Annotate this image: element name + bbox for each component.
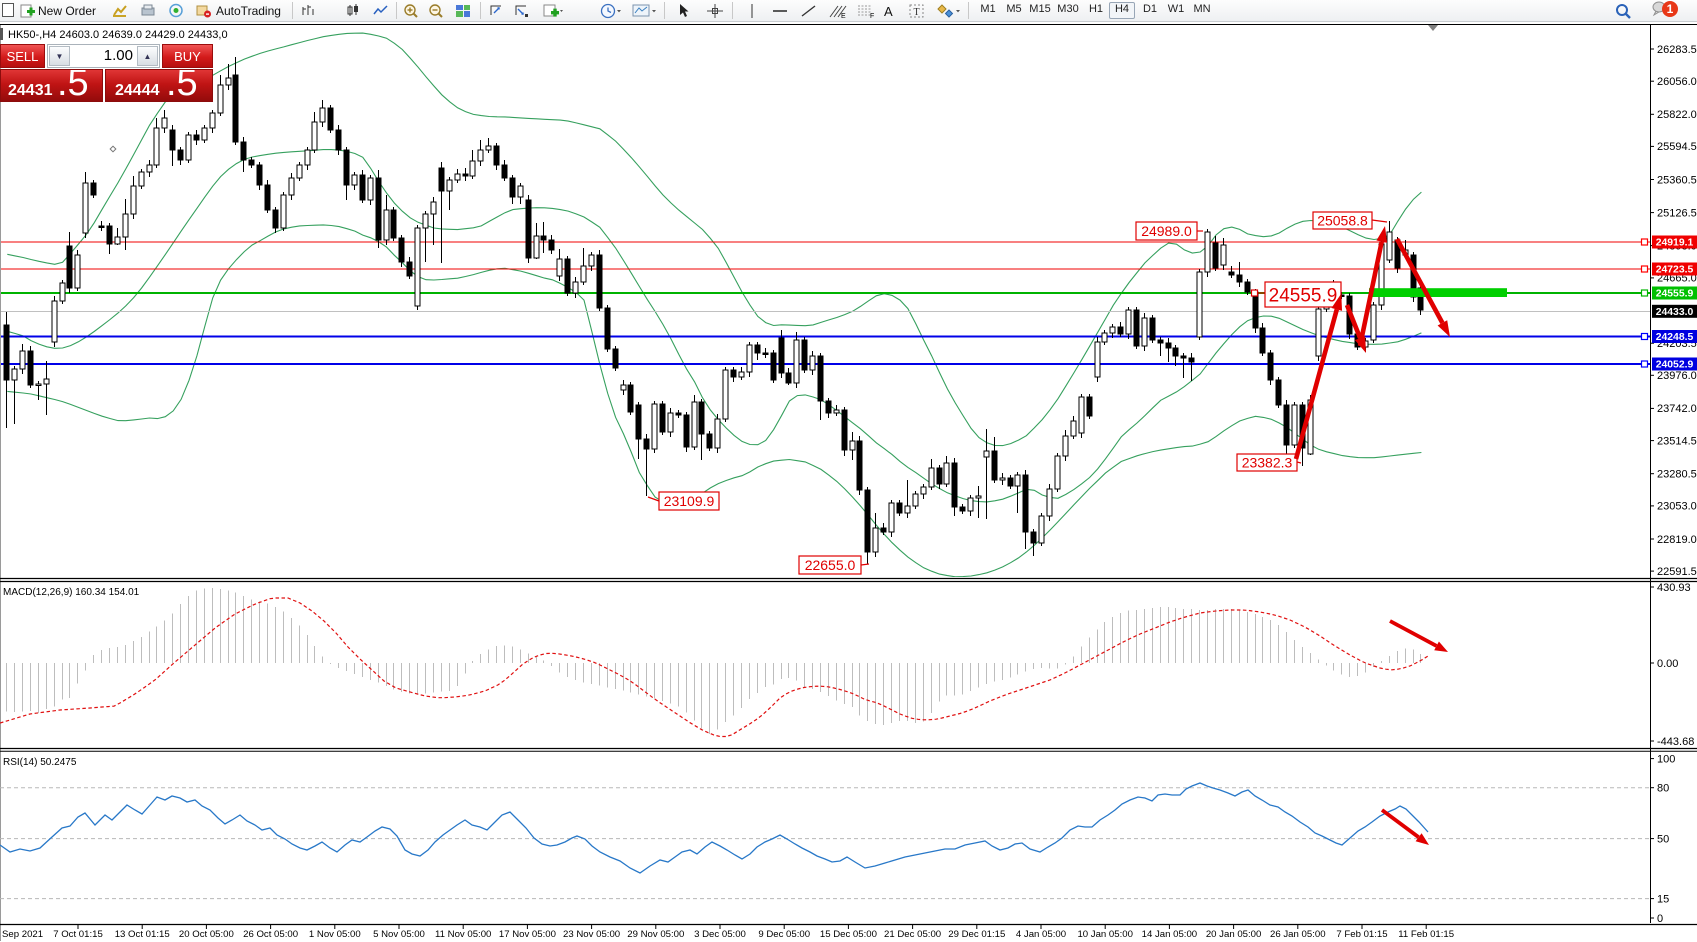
svg-text:29 Nov 05:00: 29 Nov 05:00	[627, 929, 684, 940]
svg-text:15: 15	[1657, 893, 1669, 905]
svg-text:21 Dec 05:00: 21 Dec 05:00	[884, 929, 941, 940]
svg-text:MACD(12,26,9) 160.34 154.01: MACD(12,26,9) 160.34 154.01	[3, 587, 140, 598]
svg-text:23742.0: 23742.0	[1657, 403, 1697, 415]
svg-text:1 Nov 05:00: 1 Nov 05:00	[309, 929, 361, 940]
svg-text:26283.5: 26283.5	[1657, 44, 1697, 56]
svg-text:24665.0: 24665.0	[1657, 273, 1697, 285]
svg-text:15 Dec 05:00: 15 Dec 05:00	[820, 929, 877, 940]
svg-text:24555.9: 24555.9	[1656, 289, 1694, 300]
svg-text:7 Feb 01:15: 7 Feb 01:15	[1336, 929, 1387, 940]
svg-text:-443.68: -443.68	[1657, 736, 1694, 748]
svg-text:25058.8: 25058.8	[1317, 213, 1368, 229]
svg-text:24989.0: 24989.0	[1141, 223, 1192, 239]
svg-text:Sep 2021: Sep 2021	[2, 929, 43, 940]
svg-text:14 Jan 05:00: 14 Jan 05:00	[1142, 929, 1197, 940]
svg-text:RSI(14) 50.2475: RSI(14) 50.2475	[3, 757, 77, 768]
svg-text:23 Nov 05:00: 23 Nov 05:00	[563, 929, 620, 940]
svg-text:80: 80	[1657, 783, 1669, 795]
svg-text:24433.0: 24433.0	[1656, 307, 1694, 318]
svg-text:24248.5: 24248.5	[1656, 332, 1694, 343]
svg-text:7 Oct 01:15: 7 Oct 01:15	[53, 929, 103, 940]
svg-text:23382.3: 23382.3	[1242, 455, 1293, 471]
svg-text:26 Oct 05:00: 26 Oct 05:00	[243, 929, 298, 940]
svg-text:11 Nov 05:00: 11 Nov 05:00	[435, 929, 491, 940]
svg-text:50: 50	[1657, 833, 1669, 845]
svg-text:25360.5: 25360.5	[1657, 174, 1697, 186]
svg-text:1: 1	[1667, 2, 1674, 16]
svg-text:24919.1: 24919.1	[1656, 238, 1694, 249]
svg-text:26 Jan 05:00: 26 Jan 05:00	[1270, 929, 1325, 940]
svg-text:0.00: 0.00	[1657, 658, 1678, 670]
svg-text:26056.0: 26056.0	[1657, 76, 1697, 88]
svg-text:29 Dec 01:15: 29 Dec 01:15	[948, 929, 1005, 940]
svg-text:T: T	[914, 7, 920, 18]
svg-text:11 Feb 01:15: 11 Feb 01:15	[1398, 929, 1454, 940]
svg-text:24052.9: 24052.9	[1656, 360, 1694, 371]
svg-text:17 Nov 05:00: 17 Nov 05:00	[499, 929, 556, 940]
svg-text:10 Jan 05:00: 10 Jan 05:00	[1077, 929, 1132, 940]
svg-text:25126.5: 25126.5	[1657, 207, 1697, 219]
svg-text:23280.5: 23280.5	[1657, 469, 1697, 481]
svg-text:9 Dec 05:00: 9 Dec 05:00	[758, 929, 810, 940]
svg-text:3 Dec 05:00: 3 Dec 05:00	[694, 929, 746, 940]
svg-text:23976.0: 23976.0	[1657, 370, 1697, 382]
svg-text:HK50-,H4 24603.0 24639.0 2442: HK50-,H4 24603.0 24639.0 24429.0 24433,0	[8, 29, 228, 41]
svg-text:24555.9: 24555.9	[1269, 285, 1338, 306]
svg-text:E: E	[841, 13, 846, 19]
svg-text:22819.0: 22819.0	[1657, 534, 1697, 546]
svg-text:23109.9: 23109.9	[664, 493, 715, 509]
svg-text:430.93: 430.93	[1657, 582, 1691, 594]
svg-text:22591.5: 22591.5	[1657, 566, 1697, 578]
svg-text:20 Oct 05:00: 20 Oct 05:00	[179, 929, 234, 940]
svg-text:25822.0: 25822.0	[1657, 109, 1697, 121]
svg-text:23514.5: 23514.5	[1657, 435, 1697, 447]
svg-text:23053.0: 23053.0	[1657, 501, 1697, 513]
svg-text:25594.5: 25594.5	[1657, 141, 1697, 153]
svg-text:0: 0	[1657, 913, 1663, 925]
svg-text:F: F	[870, 13, 874, 19]
svg-text:100: 100	[1657, 753, 1675, 765]
svg-text:24723.5: 24723.5	[1656, 265, 1694, 276]
svg-text:20 Jan 05:00: 20 Jan 05:00	[1206, 929, 1261, 940]
svg-text:22655.0: 22655.0	[805, 557, 856, 573]
svg-text:5 Nov 05:00: 5 Nov 05:00	[373, 929, 425, 940]
svg-text:4 Jan 05:00: 4 Jan 05:00	[1016, 929, 1066, 940]
svg-text:13 Oct 01:15: 13 Oct 01:15	[115, 929, 170, 940]
